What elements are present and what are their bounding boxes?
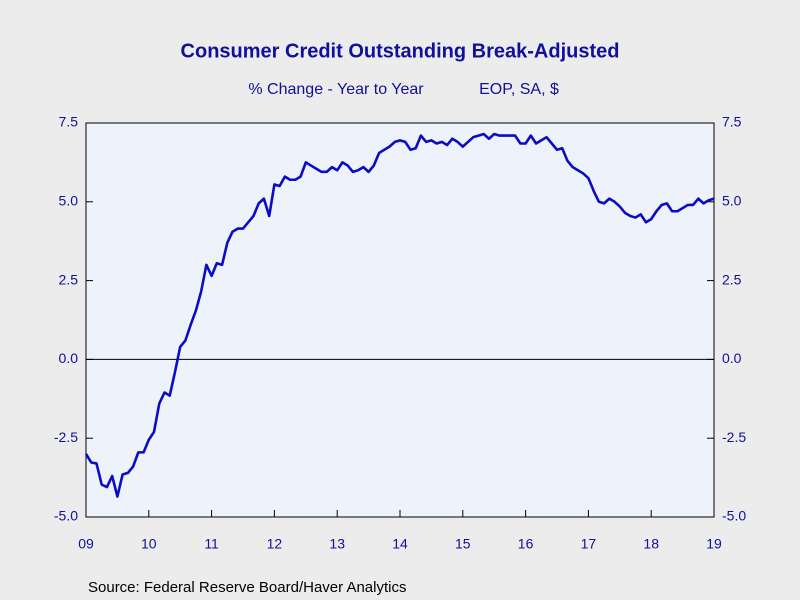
y-tick-label: -5.0 <box>54 508 78 524</box>
x-tick-label: 15 <box>455 536 471 552</box>
plot-area <box>85 122 715 518</box>
y2-tick-label: 5.0 <box>722 193 742 209</box>
y2-tick-label: 7.5 <box>722 114 742 130</box>
x-tick-label: 16 <box>518 536 534 552</box>
x-tick-label: 14 <box>392 536 408 552</box>
x-tick-label: 10 <box>141 536 157 552</box>
y2-tick-label: 0.0 <box>722 350 742 366</box>
y2-tick-label: 2.5 <box>722 271 742 287</box>
chart-title: Consumer Credit Outstanding Break-Adjust… <box>181 40 620 62</box>
y2-tick-label: -2.5 <box>722 429 746 445</box>
y-tick-label: 0.0 <box>59 350 79 366</box>
x-tick-label: 09 <box>78 536 94 552</box>
x-tick-label: 13 <box>329 536 345 552</box>
data-line <box>84 132 715 498</box>
y-tick-label: 2.5 <box>59 271 79 287</box>
chart-subtitle: EOP, SA, $ <box>479 81 559 98</box>
chart-subtitle: % Change - Year to Year <box>248 81 424 98</box>
y-tick-label: 5.0 <box>59 193 79 209</box>
x-tick-label: 12 <box>267 536 283 552</box>
y-tick-label: -2.5 <box>54 429 78 445</box>
y-tick-label: 7.5 <box>59 114 79 130</box>
y2-tick-label: -5.0 <box>722 508 746 524</box>
x-tick-label: 17 <box>581 536 597 552</box>
x-tick-label: 11 <box>204 536 219 552</box>
x-tick-label: 18 <box>643 536 659 552</box>
source-note: Source: Federal Reserve Board/Haver Anal… <box>88 579 406 596</box>
x-tick-label: 19 <box>706 536 722 552</box>
